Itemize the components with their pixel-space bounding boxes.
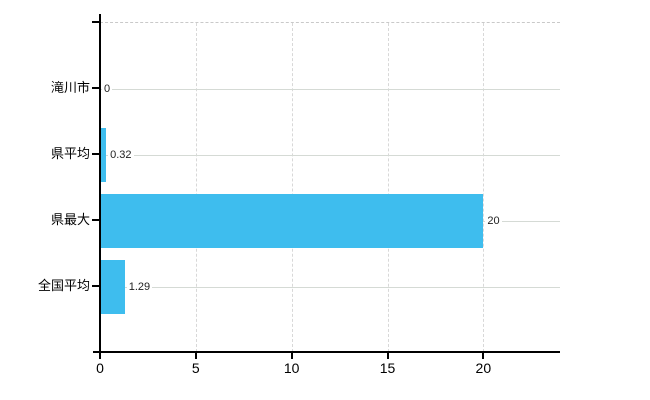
vertical-gridline bbox=[291, 23, 293, 352]
vertical-gridline bbox=[195, 23, 197, 352]
value-label: 20 bbox=[485, 214, 502, 228]
x-tick-label: 15 bbox=[379, 360, 396, 376]
y-axis-tick bbox=[92, 87, 100, 89]
category-label: 県最大 bbox=[50, 212, 90, 227]
row-gridline bbox=[100, 89, 560, 90]
row-gridline bbox=[100, 287, 560, 288]
vertical-gridline bbox=[387, 23, 389, 352]
x-axis-tick bbox=[290, 351, 293, 359]
x-tick-label: 20 bbox=[475, 360, 492, 376]
row-gridline bbox=[100, 155, 560, 156]
value-label: 1.29 bbox=[126, 280, 153, 294]
y-axis-line bbox=[99, 14, 101, 352]
x-axis-tick bbox=[386, 351, 389, 359]
x-tick-label: 0 bbox=[96, 360, 104, 376]
bar bbox=[100, 194, 484, 248]
value-label: 0.32 bbox=[108, 148, 134, 162]
vertical-gridline bbox=[483, 23, 485, 352]
x-axis-tick bbox=[99, 351, 101, 359]
y-axis-tick bbox=[92, 21, 100, 23]
y-axis-tick bbox=[92, 153, 100, 155]
y-axis-tick bbox=[92, 285, 100, 287]
x-tick-label: 10 bbox=[283, 360, 300, 376]
x-tick-label: 5 bbox=[191, 360, 200, 376]
bar bbox=[100, 260, 125, 314]
category-label: 全国平均 bbox=[37, 278, 90, 293]
plot-area: 0 0.32 20 1.29 bbox=[100, 22, 560, 352]
x-axis-line bbox=[93, 351, 560, 353]
x-axis-tick bbox=[194, 351, 197, 359]
x-axis-tick bbox=[482, 351, 485, 359]
category-label: 滝川市 bbox=[50, 80, 90, 95]
value-label: 0 bbox=[102, 82, 113, 96]
y-axis-tick bbox=[92, 219, 100, 221]
bar bbox=[100, 128, 107, 182]
category-label: 県平均 bbox=[50, 146, 90, 161]
